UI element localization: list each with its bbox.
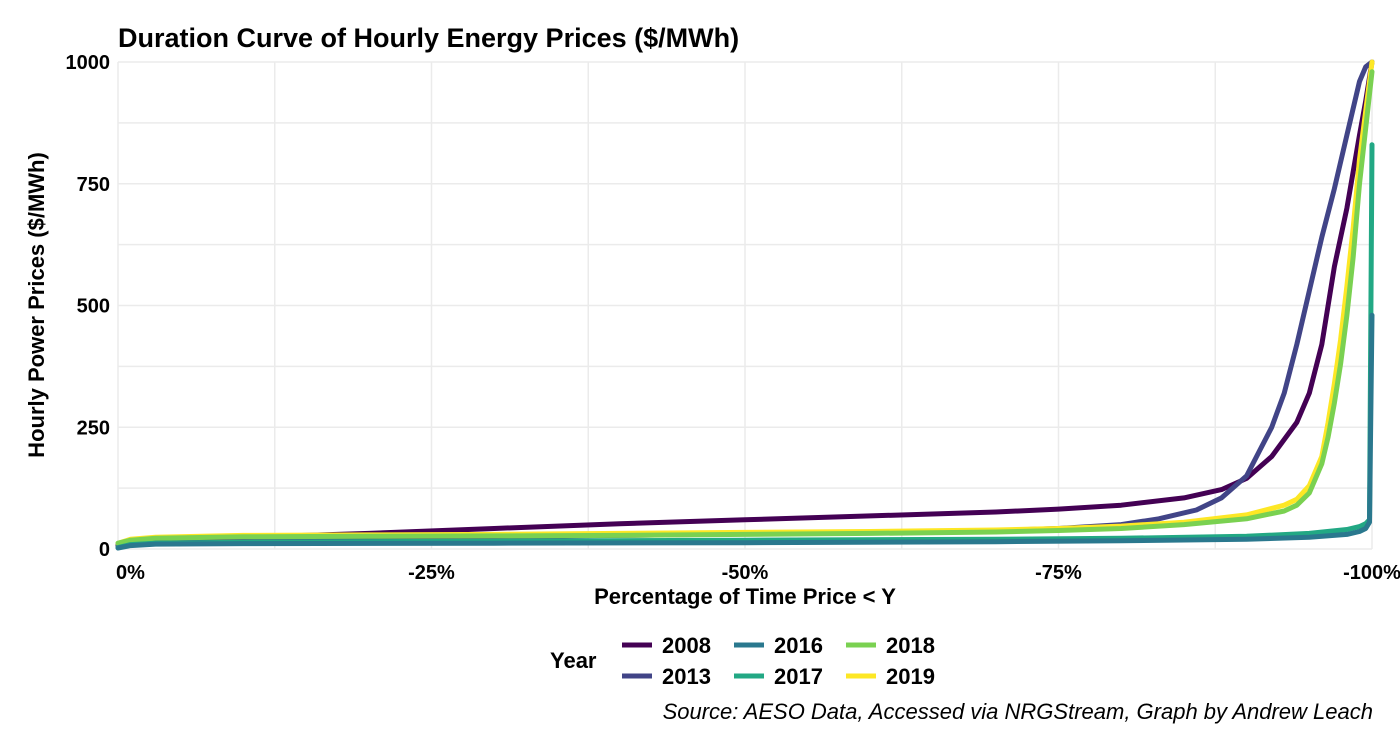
x-tick-label: -25% bbox=[408, 562, 455, 584]
y-tick-label: 0 bbox=[99, 539, 110, 561]
legend-label-2013: 2013 bbox=[662, 664, 711, 689]
x-tick-label: 0% bbox=[116, 562, 145, 584]
legend-label-2019: 2019 bbox=[886, 664, 935, 689]
legend-label-2008: 2008 bbox=[662, 633, 711, 658]
legend-label-2017: 2017 bbox=[774, 664, 823, 689]
series-lines bbox=[115, 59, 1375, 551]
chart-title: Duration Curve of Hourly Energy Prices (… bbox=[118, 23, 739, 53]
y-axis-title: Hourly Power Prices ($/MWh) bbox=[24, 152, 49, 458]
series-line-2016 bbox=[115, 312, 1375, 551]
legend-label-2016: 2016 bbox=[774, 633, 823, 658]
y-tick-label: 250 bbox=[77, 417, 110, 439]
legend: Year 2008 2013 2016 2017 2018 2019 bbox=[550, 633, 935, 689]
x-tick-label: -100% bbox=[1343, 562, 1400, 584]
x-tick-label: -50% bbox=[722, 562, 769, 584]
y-tick-label: 500 bbox=[77, 296, 110, 318]
axis-tick-labels: 0% -25% -50% -75% -100% 0 250 500 750 1000 bbox=[66, 52, 1400, 584]
y-tick-label: 750 bbox=[77, 174, 110, 196]
grid-lines bbox=[117, 61, 1373, 550]
legend-title: Year bbox=[550, 648, 597, 673]
series-line-2018 bbox=[115, 69, 1375, 546]
x-axis-title: Percentage of Time Price < Y bbox=[594, 584, 896, 609]
source-caption: Source: AESO Data, Accessed via NRGStrea… bbox=[663, 699, 1373, 724]
x-tick-label: -75% bbox=[1035, 562, 1082, 584]
y-tick-label: 1000 bbox=[66, 52, 111, 74]
legend-label-2018: 2018 bbox=[886, 633, 935, 658]
